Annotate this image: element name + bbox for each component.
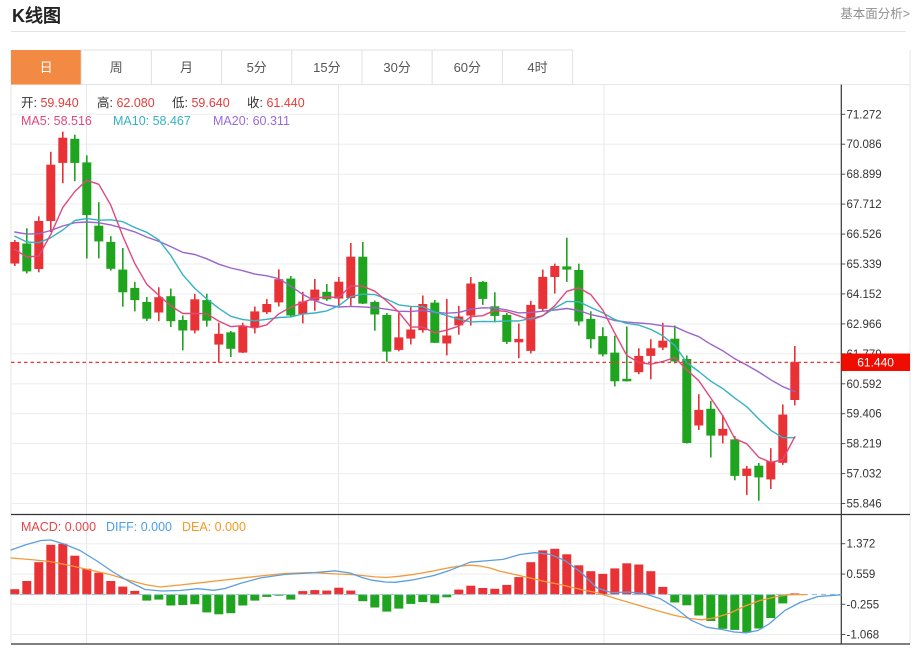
svg-text:68.899: 68.899 bbox=[847, 169, 882, 181]
svg-text:71.272: 71.272 bbox=[847, 109, 882, 121]
svg-text:MA5: 58.516: MA5: 58.516 bbox=[21, 114, 92, 128]
svg-text:64.152: 64.152 bbox=[847, 289, 882, 301]
svg-text:67.712: 67.712 bbox=[847, 199, 882, 211]
svg-text:65.339: 65.339 bbox=[847, 259, 882, 271]
svg-text:低: 59.640: 低: 59.640 bbox=[172, 96, 230, 110]
svg-text:30分: 30分 bbox=[383, 60, 410, 75]
svg-text:基本面分析>: 基本面分析> bbox=[840, 7, 910, 21]
svg-text:61.440: 61.440 bbox=[857, 356, 894, 370]
svg-text:收: 61.440: 收: 61.440 bbox=[247, 96, 305, 110]
svg-text:MA10: 58.467: MA10: 58.467 bbox=[113, 114, 191, 128]
svg-text:开: 59.940: 开: 59.940 bbox=[21, 96, 79, 110]
svg-text:4时: 4时 bbox=[527, 60, 547, 75]
svg-text:周: 周 bbox=[110, 60, 123, 75]
svg-text:66.526: 66.526 bbox=[847, 229, 882, 241]
svg-text:15分: 15分 bbox=[313, 60, 340, 75]
svg-text:月: 月 bbox=[180, 60, 193, 75]
svg-text:MACD: 0.000: MACD: 0.000 bbox=[21, 520, 96, 534]
svg-text:-1.068: -1.068 bbox=[847, 630, 880, 642]
svg-text:55.846: 55.846 bbox=[847, 499, 882, 511]
svg-text:高: 62.080: 高: 62.080 bbox=[97, 95, 155, 110]
svg-text:1.372: 1.372 bbox=[847, 539, 876, 551]
svg-text:0.559: 0.559 bbox=[847, 569, 876, 581]
svg-text:62.966: 62.966 bbox=[847, 319, 882, 331]
svg-text:58.219: 58.219 bbox=[847, 439, 882, 451]
svg-text:MA20: 60.311: MA20: 60.311 bbox=[213, 114, 290, 128]
svg-text:57.032: 57.032 bbox=[847, 469, 882, 481]
svg-text:70.086: 70.086 bbox=[847, 139, 882, 151]
svg-text:5分: 5分 bbox=[247, 60, 267, 75]
svg-text:-0.255: -0.255 bbox=[847, 599, 880, 611]
svg-text:59.406: 59.406 bbox=[847, 409, 882, 421]
svg-text:K线图: K线图 bbox=[12, 5, 61, 26]
svg-text:日: 日 bbox=[40, 60, 53, 75]
svg-text:DIFF: 0.000: DIFF: 0.000 bbox=[106, 520, 172, 534]
svg-text:60.592: 60.592 bbox=[847, 379, 882, 391]
svg-text:60分: 60分 bbox=[454, 60, 481, 75]
svg-text:DEA: 0.000: DEA: 0.000 bbox=[182, 520, 246, 534]
